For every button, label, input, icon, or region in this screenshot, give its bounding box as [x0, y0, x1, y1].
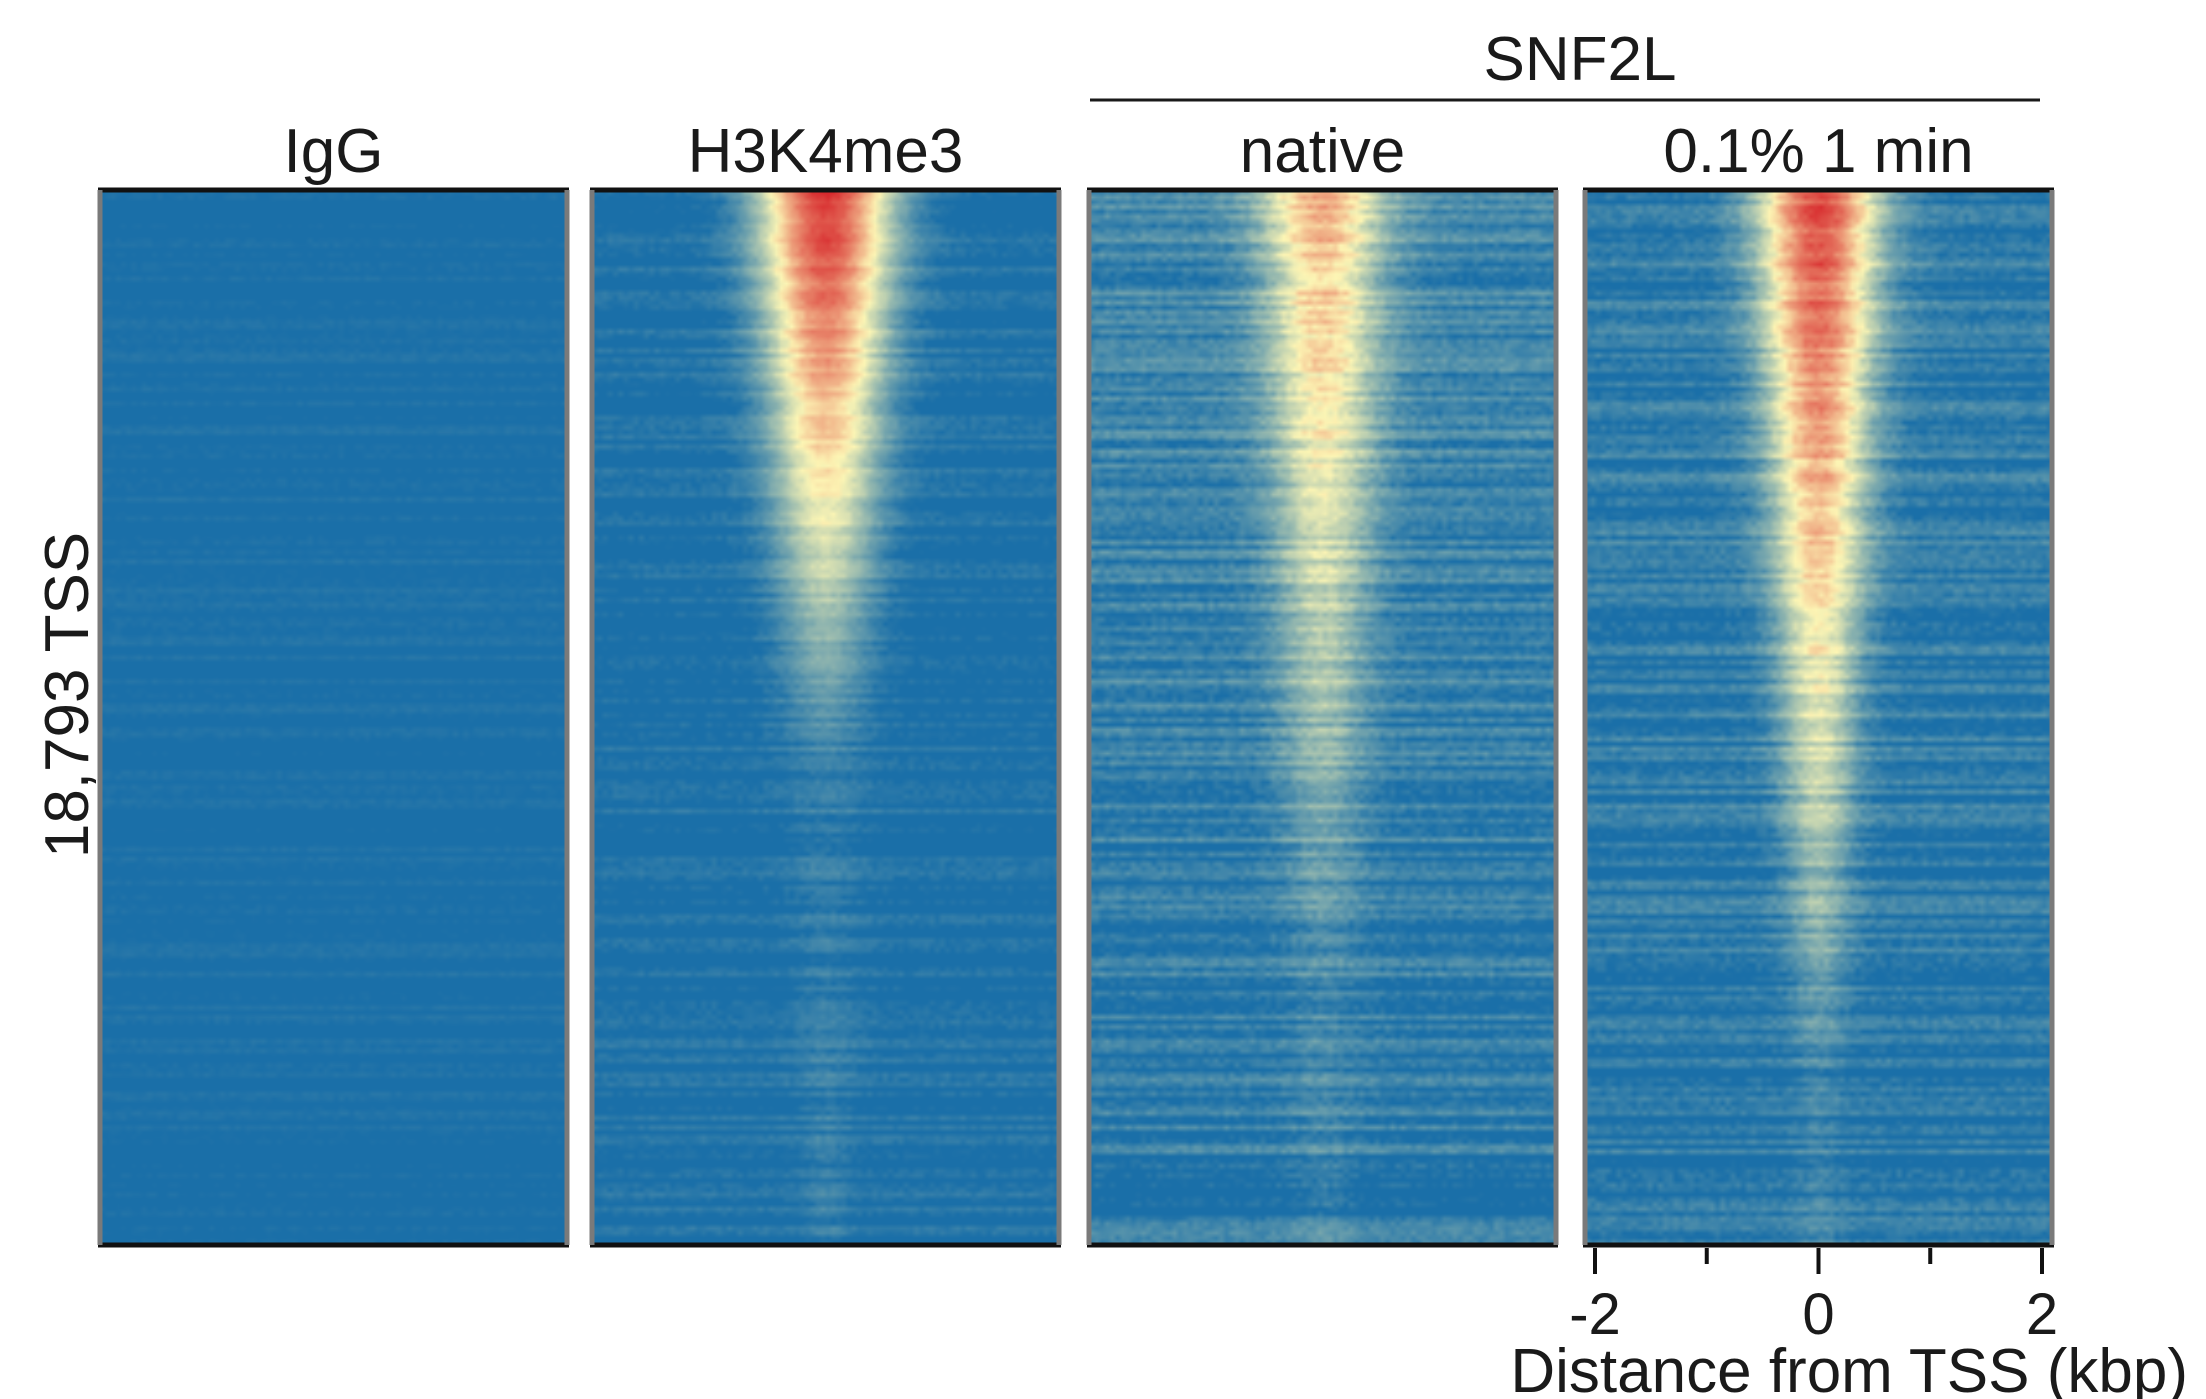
heatmap-image — [592, 190, 1059, 1245]
heatmap-panel: IgG — [97, 117, 570, 1248]
x-axis-label: Distance from TSS (kbp) — [1510, 1337, 2188, 1399]
snf2l-group-label: SNF2L — [1484, 25, 1677, 94]
heatmap-image — [1089, 190, 1556, 1245]
heatmap-panel: native — [1086, 117, 1559, 1248]
x-tick-label: 2 — [2026, 1282, 2058, 1347]
x-tick-label: -2 — [1569, 1282, 1621, 1347]
x-tick-label: 0 — [1802, 1282, 1834, 1347]
y-axis-label: 18,793 TSS — [33, 532, 102, 858]
heatmap-image — [1585, 190, 2052, 1245]
heatmap-panel: 0.1% 1 min — [1582, 117, 2055, 1248]
panel-title: native — [1240, 117, 1405, 186]
heatmap-panel: H3K4me3 — [589, 117, 1062, 1248]
panel-title: 0.1% 1 min — [1663, 117, 1973, 186]
heatmap-image — [100, 190, 567, 1245]
panel-title: H3K4me3 — [688, 117, 964, 186]
panel-title: IgG — [284, 117, 384, 186]
